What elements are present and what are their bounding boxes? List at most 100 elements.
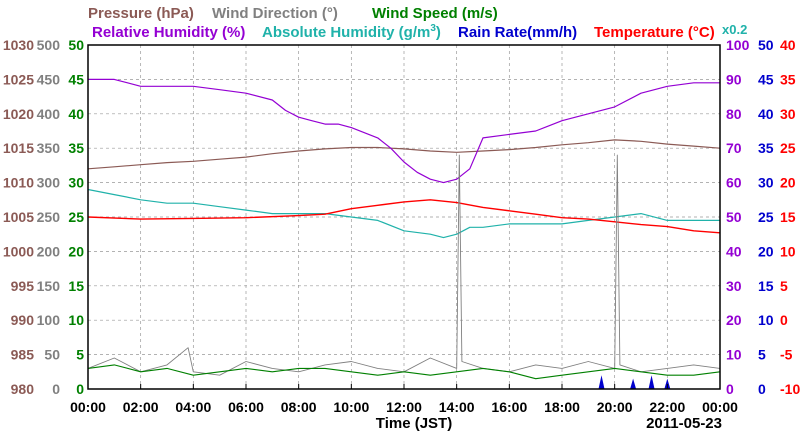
- relative-humidity-tick-label: 80: [726, 106, 742, 122]
- series-pressure-hpa: [87, 139, 721, 170]
- x-tick-label: 12:00: [386, 399, 422, 415]
- temperature-tick-label: 0: [780, 312, 788, 328]
- pressure-tick-label: 980: [11, 381, 35, 397]
- wind-speed-tick-label: 30: [68, 175, 84, 191]
- wind-direction-tick-label: 100: [37, 312, 61, 328]
- series-absolute-humidity-g-m3-x0-2: [87, 188, 720, 239]
- rain-rate-tick-label: 45: [758, 71, 774, 87]
- pressure-tick-label: 1015: [3, 140, 34, 156]
- wind-direction-tick-label: 450: [37, 71, 61, 87]
- rain-rate-mark: [664, 378, 671, 389]
- pressure-tick-label: 1005: [3, 209, 34, 225]
- rain-rate-tick-label: 25: [758, 209, 774, 225]
- x-tick-label: 10:00: [333, 399, 369, 415]
- wind-speed-tick-label: 15: [68, 278, 84, 294]
- legend-wind-direction: Wind Direction (°): [212, 5, 338, 22]
- x-tick-label: 18:00: [544, 399, 580, 415]
- temperature-tick-label: 20: [780, 175, 796, 191]
- temperature-tick-label: 10: [780, 243, 796, 259]
- wind-speed-tick-label: 50: [68, 37, 84, 53]
- relative-humidity-tick-label: 20: [726, 312, 742, 328]
- plot-frame: [87, 44, 721, 390]
- temperature-tick-label: 40: [780, 37, 796, 53]
- relative-humidity-tick-label: 40: [726, 243, 742, 259]
- rain-rate-tick-label: 5: [758, 347, 766, 363]
- temperature-tick-label: 35: [780, 71, 796, 87]
- relative-humidity-tick-label: 90: [726, 71, 742, 87]
- pressure-tick-label: 1010: [3, 175, 34, 191]
- temperature-tick-label: 5: [780, 278, 788, 294]
- legend-rain-rate: Rain Rate(mm/h): [458, 24, 577, 41]
- rain-rate-tick-label: 30: [758, 175, 774, 191]
- rain-rate-mark: [630, 378, 637, 389]
- wind-direction-tick-label: 200: [37, 243, 61, 259]
- temperature-tick-label: -10: [780, 381, 800, 397]
- series-relative-humidity: [88, 78, 720, 184]
- legend-wind-speed: Wind Speed (m/s): [372, 5, 498, 22]
- x-tick-label: 20:00: [597, 399, 633, 415]
- x-tick-label: 16:00: [491, 399, 527, 415]
- x-tick-label: 22:00: [649, 399, 685, 415]
- x-tick-label: 14:00: [439, 399, 475, 415]
- relative-humidity-tick-label: 100: [726, 37, 750, 53]
- series-temperature-c: [87, 199, 721, 234]
- relative-humidity-tick-label: 70: [726, 140, 742, 156]
- pressure-tick-label: 1025: [3, 71, 34, 87]
- pressure-tick-label: 985: [11, 347, 35, 363]
- wind-speed-tick-label: 5: [76, 347, 84, 363]
- rain-rate-tick-label: 35: [758, 140, 774, 156]
- rain-rate-mark: [598, 375, 605, 389]
- relative-humidity-tick-label: 60: [726, 175, 742, 191]
- x-tick-label: 06:00: [228, 399, 264, 415]
- x-tick-label: 02:00: [123, 399, 159, 415]
- wind-direction-tick-label: 50: [44, 347, 60, 363]
- wind-direction-tick-label: 400: [37, 106, 61, 122]
- x-tick-label: 08:00: [281, 399, 317, 415]
- rain-rate-tick-label: 0: [758, 381, 766, 397]
- relative-humidity-tick-label: 30: [726, 278, 742, 294]
- x-axis-label: Time (JST): [376, 415, 452, 432]
- legend-scale-note: x0.2: [722, 22, 747, 37]
- pressure-tick-label: 995: [11, 278, 35, 294]
- wind-speed-tick-label: 25: [68, 209, 84, 225]
- wind-speed-tick-label: 20: [68, 243, 84, 259]
- axes-layer: 00:00 02:00 04:00 06:00 08:00 10:00 12:00 14:00…: [3, 37, 800, 415]
- relative-humidity-tick-label: 10: [726, 347, 742, 363]
- rain-rate-tick-label: 10: [758, 312, 774, 328]
- pressure-tick-label: 990: [11, 312, 35, 328]
- wind-speed-tick-label: 10: [68, 312, 84, 328]
- wind-direction-tick-label: 300: [37, 175, 61, 191]
- x-tick-label: 04:00: [175, 399, 211, 415]
- pressure-tick-label: 1000: [3, 243, 34, 259]
- temperature-tick-label: 15: [780, 209, 796, 225]
- date-label: 2011-05-23: [646, 415, 722, 432]
- temperature-tick-label: 30: [780, 106, 796, 122]
- relative-humidity-tick-label: 50: [726, 209, 742, 225]
- wind-direction-tick-label: 250: [37, 209, 61, 225]
- rain-rate-tick-label: 40: [758, 106, 774, 122]
- legend-absolute-humidity: Absolute Humidity (g/m3): [262, 23, 441, 41]
- rain-rate-tick-label: 15: [758, 278, 774, 294]
- x-tick-label: 00:00: [70, 399, 106, 415]
- pressure-tick-label: 1020: [3, 106, 34, 122]
- rain-rate-tick-label: 50: [758, 37, 774, 53]
- series-wind-speed-m-s: [87, 364, 721, 380]
- wind-speed-tick-label: 0: [76, 381, 84, 397]
- series-layer: [87, 78, 721, 389]
- legend-relative-humidity: Relative Humidity (%): [92, 24, 245, 41]
- wind-direction-tick-label: 150: [37, 278, 61, 294]
- temperature-tick-label: 25: [780, 140, 796, 156]
- grid: [88, 45, 720, 389]
- pressure-tick-label: 1030: [3, 37, 34, 53]
- wind-speed-tick-label: 35: [68, 140, 84, 156]
- wind-direction-tick-label: 0: [52, 381, 60, 397]
- wind-direction-tick-label: 500: [37, 37, 61, 53]
- legend-pressure: Pressure (hPa): [88, 5, 194, 22]
- legend-temperature: Temperature (°C): [594, 24, 715, 41]
- relative-humidity-tick-label: 0: [726, 381, 734, 397]
- wind-speed-tick-label: 45: [68, 71, 84, 87]
- x-tick-label: 00:00: [702, 399, 738, 415]
- wind-speed-tick-label: 40: [68, 106, 84, 122]
- series-wind-direction: [87, 154, 721, 376]
